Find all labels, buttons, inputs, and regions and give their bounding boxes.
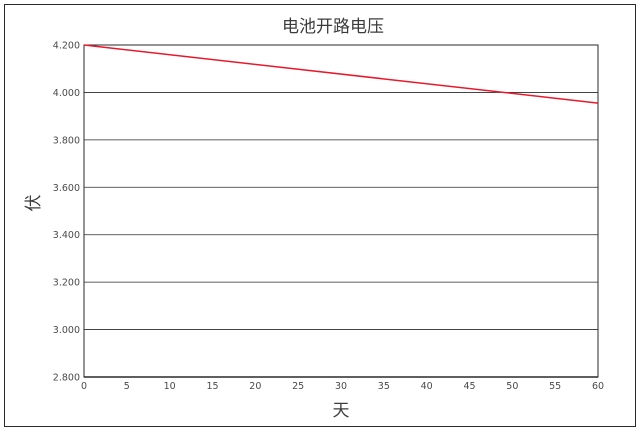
x-tick-label: 5 bbox=[124, 381, 130, 392]
y-axis-label: 伏 bbox=[24, 195, 44, 212]
x-tick-label: 45 bbox=[463, 381, 475, 392]
plot-area-border bbox=[83, 44, 599, 378]
x-tick-label: 40 bbox=[421, 381, 433, 392]
x-tick-label: 55 bbox=[549, 381, 561, 392]
y-tick-labels: 2.800 3.000 3.200 3.400 3.600 3.800 4.000 4.200 bbox=[53, 41, 80, 384]
y-tick-label: 4.000 bbox=[53, 88, 80, 99]
series-line bbox=[83, 44, 599, 104]
y-tick-label: 3.800 bbox=[53, 135, 80, 146]
y-tick-label: 3.400 bbox=[53, 230, 80, 241]
x-tick-label: 60 bbox=[592, 381, 604, 392]
y-tick-label: 3.000 bbox=[53, 325, 80, 336]
x-tick-label: 15 bbox=[206, 381, 218, 392]
x-tick-label: 50 bbox=[506, 381, 518, 392]
y-tick-label: 2.800 bbox=[53, 373, 80, 384]
y-tick-label: 3.200 bbox=[53, 278, 80, 289]
chart-frame bbox=[4, 4, 636, 427]
x-tick-label: 25 bbox=[292, 381, 304, 392]
x-axis-label: 天 bbox=[333, 401, 350, 421]
x-tick-label: 10 bbox=[164, 381, 176, 392]
x-tick-label: 35 bbox=[378, 381, 390, 392]
x-tick-label: 30 bbox=[335, 381, 347, 392]
x-tick-labels: 0 5 10 15 20 25 30 35 40 45 50 55 60 bbox=[81, 381, 604, 392]
y-tick-label: 3.600 bbox=[53, 183, 80, 194]
y-tick-label: 4.200 bbox=[53, 41, 80, 52]
x-tick-label: 0 bbox=[81, 381, 87, 392]
x-tick-label: 20 bbox=[249, 381, 261, 392]
series-layer bbox=[83, 44, 599, 104]
chart-title: 电池开路电压 bbox=[282, 17, 384, 37]
